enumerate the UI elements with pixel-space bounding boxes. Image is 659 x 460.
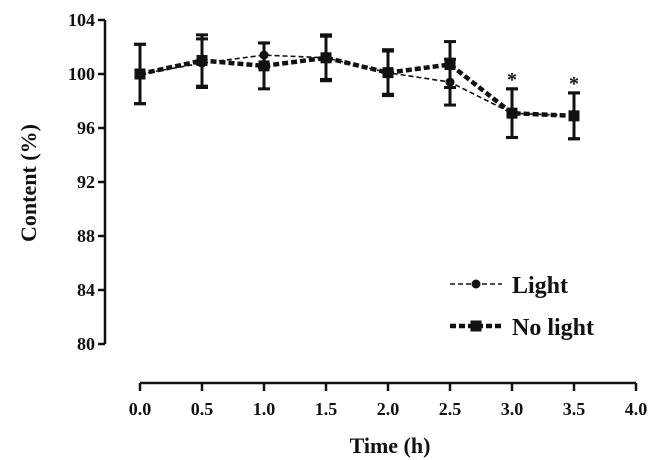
axes <box>98 18 638 391</box>
x-tick-label: 4.0 <box>625 399 648 419</box>
y-tick-label: 84 <box>77 280 95 300</box>
y-tick-label: 92 <box>77 172 95 192</box>
y-tick-label: 96 <box>77 118 95 138</box>
legend: Light No light <box>450 273 594 341</box>
x-tick-label: 1.5 <box>315 399 338 419</box>
data-point <box>134 68 146 80</box>
y-axis-title: Content (%) <box>16 124 41 242</box>
data-point <box>258 60 270 72</box>
series-line <box>139 55 575 119</box>
x-tick-label: 0.5 <box>191 399 214 419</box>
legend-label-no-light: No light <box>512 315 594 341</box>
legend-item-no-light: No light <box>450 315 594 341</box>
tick-labels: 80 84 88 92 96 100 104 0.0 0.5 1.0 1.5 2.0 2.5 3.0 3.5… <box>68 10 647 419</box>
y-tick-label: 80 <box>77 334 95 354</box>
x-tick-label: 2.0 <box>377 399 400 419</box>
series-no-light <box>134 33 580 141</box>
y-tick-label: 88 <box>77 226 95 246</box>
annotations: * * <box>507 69 579 95</box>
x-tick-label: 1.0 <box>253 399 276 419</box>
data-point <box>568 110 580 122</box>
y-tick-label: 100 <box>68 64 95 84</box>
legend-marker <box>470 320 482 332</box>
legend-marker <box>471 279 481 289</box>
x-tick-label: 2.5 <box>439 399 462 419</box>
significance-asterisk: * <box>569 73 579 95</box>
significance-asterisk: * <box>507 69 517 91</box>
x-axis-title: Time (h) <box>350 433 431 458</box>
legend-label-light: Light <box>512 273 568 299</box>
data-point <box>196 55 208 66</box>
data-point <box>382 67 394 79</box>
x-tick-label: 0.0 <box>129 399 152 419</box>
x-tick-label: 3.5 <box>563 399 586 419</box>
data-point <box>320 52 332 64</box>
series-layer <box>134 33 580 141</box>
data-point <box>444 59 456 71</box>
data-point <box>506 107 518 119</box>
x-tick-label: 3.0 <box>501 399 524 419</box>
y-tick-label: 104 <box>68 10 95 30</box>
legend-item-light: Light <box>450 273 568 299</box>
